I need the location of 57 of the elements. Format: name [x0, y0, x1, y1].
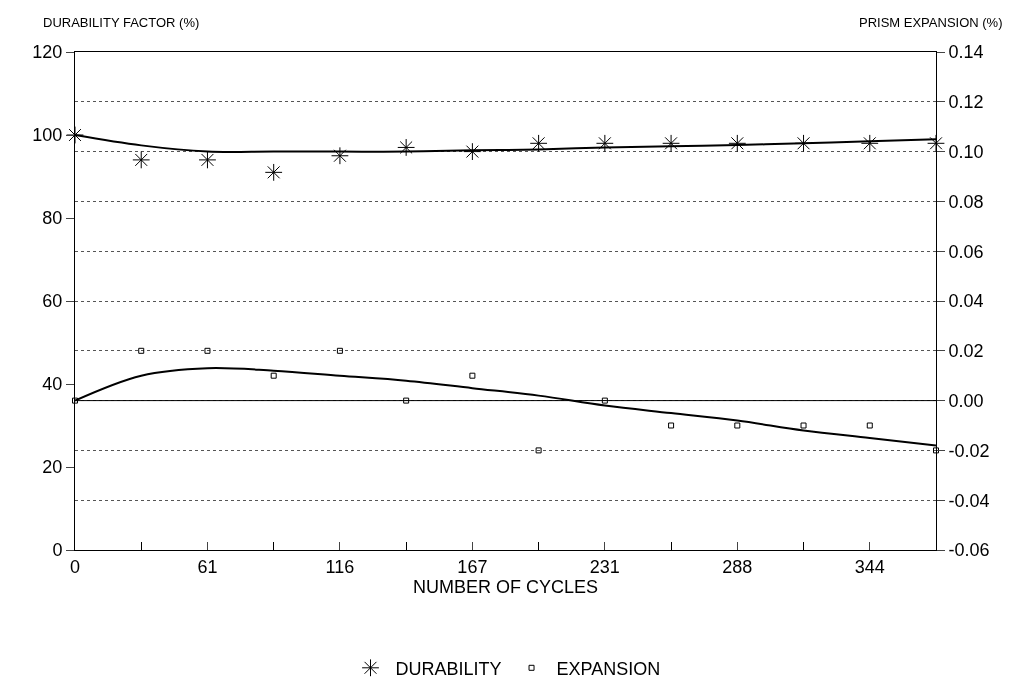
point [264, 163, 283, 182]
y2-tick-label: 0.00 [948, 390, 984, 411]
y2-tick-label: 0.12 [948, 92, 984, 113]
point [728, 134, 747, 153]
x-axis-title: NUMBER OF CYCLES [412, 576, 599, 597]
y2-tick-label: -0.02 [948, 440, 990, 461]
x-tick-label: 231 [589, 556, 620, 577]
point [668, 422, 675, 429]
point [866, 422, 873, 429]
point [535, 447, 542, 454]
y-tick-label: 60 [42, 291, 63, 312]
y2-tick-label: -0.04 [948, 490, 990, 511]
x-tick-label: 0 [69, 556, 81, 577]
y-tick-label: 80 [42, 208, 63, 229]
point [794, 134, 813, 153]
point [403, 397, 410, 404]
x-tick-label: 344 [854, 556, 885, 577]
y-tick-label: 0 [52, 540, 63, 561]
point [336, 347, 343, 354]
x-tick-label: 167 [457, 556, 488, 577]
x-tick-label: 288 [722, 556, 753, 577]
y-tick-label: 20 [42, 457, 63, 478]
y-axis-title: DURABILITY FACTOR (%) [43, 15, 200, 30]
y-tick-label: 120 [32, 42, 63, 63]
point [601, 397, 608, 404]
legend-label: EXPANSION [556, 658, 661, 679]
y-tick-label: 40 [42, 374, 63, 395]
point [933, 447, 939, 454]
y2-tick-label: 0.14 [948, 42, 984, 63]
y-tick-label: 100 [32, 125, 63, 146]
y2-axis-title: PRISM EXPANSION (%) [859, 15, 1003, 30]
point [463, 142, 482, 161]
point [927, 134, 945, 153]
point [860, 134, 879, 153]
point [469, 372, 476, 379]
point [662, 134, 680, 153]
point [204, 347, 211, 354]
point [138, 347, 145, 354]
point [595, 134, 614, 153]
y2-tick-label: 0.10 [948, 141, 984, 162]
point [800, 422, 807, 429]
y2-tick-label: 0.04 [948, 291, 984, 312]
x-tick-label: 61 [197, 556, 218, 577]
legend-label: DURABILITY [395, 658, 502, 679]
y2-tick-label: -0.06 [948, 540, 990, 561]
x-tick-label: 116 [325, 556, 355, 577]
y2-tick-label: 0.06 [948, 241, 984, 262]
point [331, 146, 349, 165]
point [270, 372, 277, 379]
point [529, 134, 548, 153]
point [72, 397, 78, 404]
point [397, 138, 416, 157]
y2-tick-label: 0.08 [948, 191, 984, 212]
point [132, 151, 151, 169]
y2-tick-label: 0.02 [948, 341, 984, 362]
point [734, 422, 741, 429]
point [198, 151, 217, 169]
